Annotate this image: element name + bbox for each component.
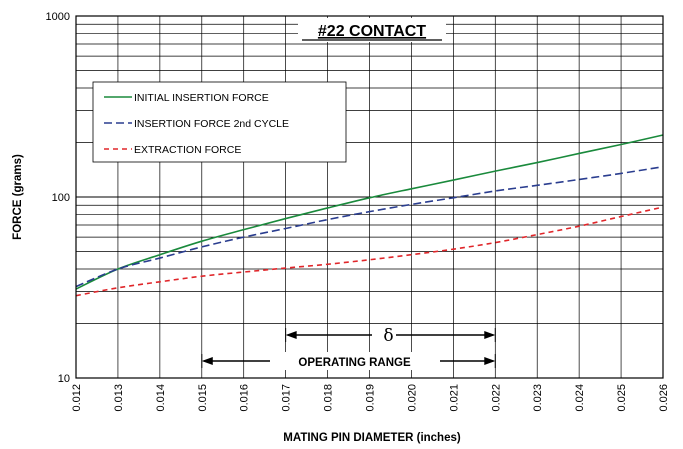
delta-label-background <box>372 324 396 346</box>
x-tick-label: 0.020 <box>406 384 418 412</box>
legend-box <box>92 81 347 163</box>
y-tick-label: 10 <box>58 373 70 385</box>
legend-label-extraction-force: EXTRACTION FORCE <box>134 144 241 156</box>
chart-title-background <box>298 18 446 42</box>
x-tick-label: 0.012 <box>71 384 83 412</box>
series-line-insertion-force-2nd-cycle <box>75 165 664 288</box>
x-tick-label: 0.018 <box>323 384 335 412</box>
legend-label-initial-insertion-force: INITIAL INSERTION FORCE <box>134 92 269 104</box>
x-axis-title: MATING PIN DIAMETER (inches) <box>283 432 461 444</box>
x-tick-label: 0.017 <box>281 384 293 412</box>
x-tick-label: 0.014 <box>155 384 167 412</box>
annotations: δ OPERATING RANGE <box>201 324 496 370</box>
operating-range-arrow-arrowhead-left <box>201 357 213 365</box>
operating-range-label-background <box>270 352 440 370</box>
delta-label: δ <box>383 326 393 346</box>
operating-range-label: OPERATING RANGE <box>298 357 411 369</box>
chart-title-group: #22 CONTACT <box>298 18 446 42</box>
y-tick-label: 1000 <box>46 11 70 23</box>
y-axis-title: FORCE (grams) <box>12 154 24 240</box>
axes: 0.012 0.013 0.014 0.015 0.016 0.017 0.018 0.019… <box>46 11 670 412</box>
x-tick-label: 0.016 <box>239 384 251 412</box>
x-tick-label: 0.022 <box>490 384 502 412</box>
x-tick-label: 0.021 <box>448 384 460 412</box>
x-tick-label: 0.024 <box>574 384 586 412</box>
chart-title: #22 CONTACT <box>318 23 426 40</box>
x-tick-label: 0.015 <box>197 384 209 412</box>
legend: INITIAL INSERTION FORCE INSERTION FORCE 2… <box>92 81 347 163</box>
delta-arrow-arrowhead-right <box>484 331 496 339</box>
delta-arrow-arrowhead-left <box>285 331 297 339</box>
y-tick-label: 100 <box>52 192 70 204</box>
x-tick-label: 0.019 <box>365 384 377 412</box>
plot-frame <box>75 15 664 379</box>
x-tick-label: 0.025 <box>616 384 628 412</box>
series-line-extraction-force <box>75 206 664 297</box>
x-tick-label: 0.026 <box>658 384 670 412</box>
x-tick-label: 0.013 <box>113 384 125 412</box>
operating-range-arrow-arrowhead-right <box>484 357 496 365</box>
legend-label-insertion-force-2nd-cycle: INSERTION FORCE 2nd CYCLE <box>134 118 289 130</box>
series-line-initial-insertion-force <box>75 134 664 290</box>
series-layer <box>75 134 664 297</box>
x-tick-label: 0.023 <box>532 384 544 412</box>
